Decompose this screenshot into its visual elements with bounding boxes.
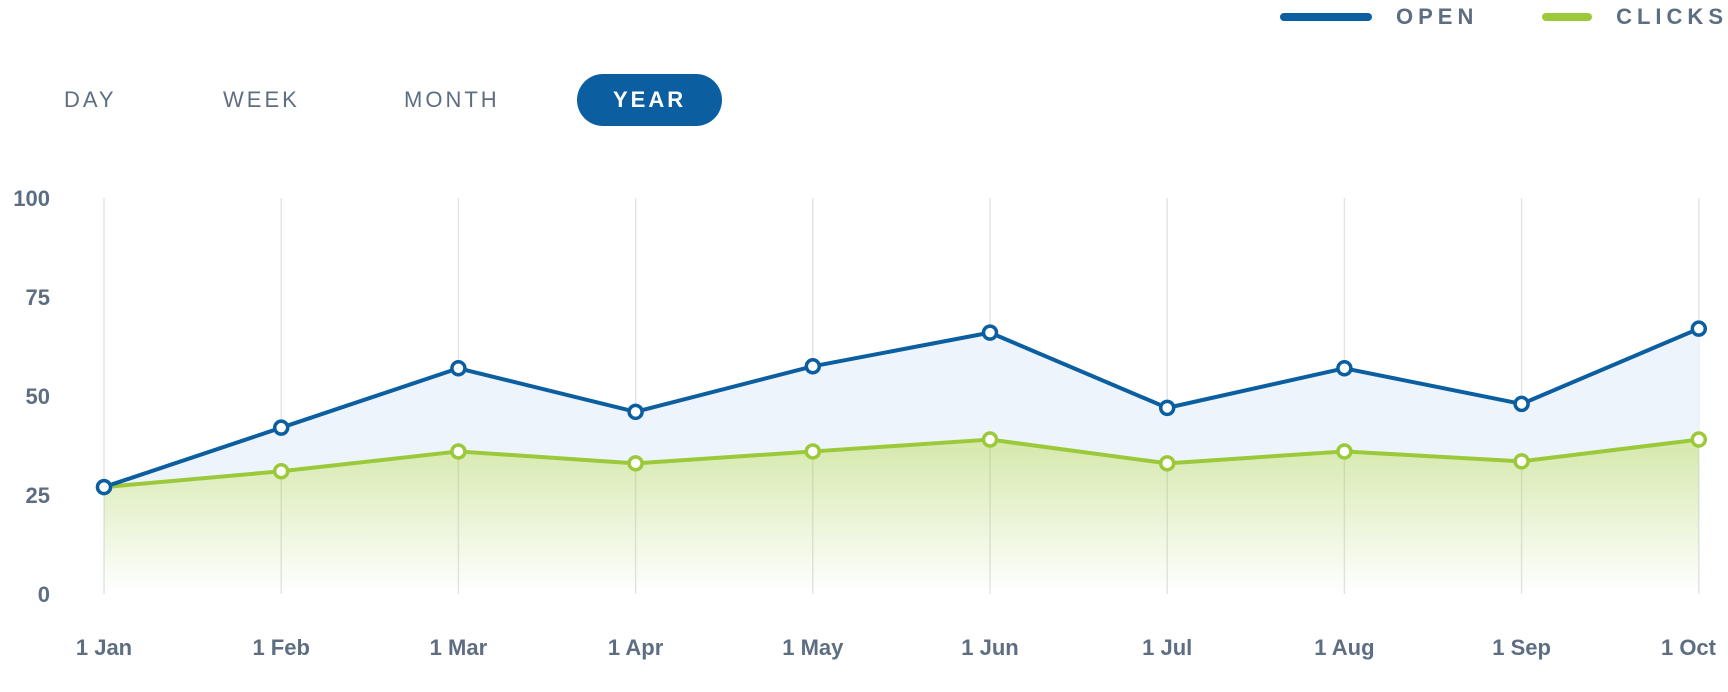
x-tick-label: 1 Oct bbox=[1661, 635, 1717, 660]
legend-swatch-open bbox=[1280, 13, 1372, 21]
clicks-line bbox=[103, 437, 1700, 490]
clicks-point bbox=[804, 443, 822, 460]
x-tick-label: 1 Feb bbox=[252, 635, 309, 660]
clicks-point bbox=[1158, 455, 1176, 472]
y-tick-label: 25 bbox=[26, 483, 50, 508]
tab-month[interactable]: MONTH bbox=[404, 87, 500, 112]
open-point bbox=[1158, 399, 1176, 417]
open-point bbox=[95, 478, 113, 496]
clicks-point bbox=[1513, 453, 1530, 470]
y-tick-label: 0 bbox=[38, 582, 50, 607]
clicks-point bbox=[1336, 443, 1353, 460]
legend-label-open: OPEN bbox=[1396, 4, 1479, 29]
x-tick-label: 1 Jul bbox=[1142, 635, 1192, 660]
clicks-point bbox=[627, 455, 644, 472]
legend-swatch-clicks bbox=[1542, 13, 1593, 21]
open-area bbox=[104, 328, 1699, 488]
x-tick-label: 1 Mar bbox=[430, 635, 488, 660]
clicks-point bbox=[450, 443, 467, 460]
x-tick-label: 1 Jun bbox=[961, 635, 1018, 660]
x-tick-label: 1 Sep bbox=[1492, 635, 1551, 660]
clicks-point bbox=[981, 431, 999, 448]
legend-item-clicks[interactable]: CLICKS bbox=[1542, 0, 1728, 34]
x-tick-label: 1 May bbox=[782, 635, 844, 660]
open-point bbox=[627, 403, 644, 421]
open-point bbox=[981, 324, 999, 341]
y-tick-label: 100 bbox=[13, 186, 50, 211]
tab-week[interactable]: WEEK bbox=[223, 87, 300, 112]
x-tick-label: 1 Apr bbox=[608, 635, 664, 660]
clicks-point bbox=[1690, 431, 1708, 448]
open-point bbox=[450, 360, 467, 377]
open-point bbox=[1513, 395, 1530, 413]
x-tick-label: 1 Aug bbox=[1314, 635, 1374, 660]
x-tick-label: 1 Jan bbox=[76, 635, 132, 660]
open-point bbox=[272, 419, 290, 436]
legend-item-open[interactable]: OPEN bbox=[1280, 0, 1542, 34]
open-line bbox=[103, 326, 1700, 489]
y-tick-label: 50 bbox=[26, 384, 50, 409]
y-tick-label: 75 bbox=[26, 285, 50, 310]
open-point bbox=[1690, 320, 1708, 337]
clicks-area bbox=[104, 439, 1699, 594]
open-point bbox=[1336, 360, 1353, 377]
open-point bbox=[804, 358, 822, 375]
tab-day[interactable]: DAY bbox=[64, 87, 117, 112]
clicks-point bbox=[272, 462, 290, 480]
legend-label-clicks: CLICKS bbox=[1616, 4, 1728, 29]
tab-year[interactable]: YEAR bbox=[577, 74, 723, 126]
